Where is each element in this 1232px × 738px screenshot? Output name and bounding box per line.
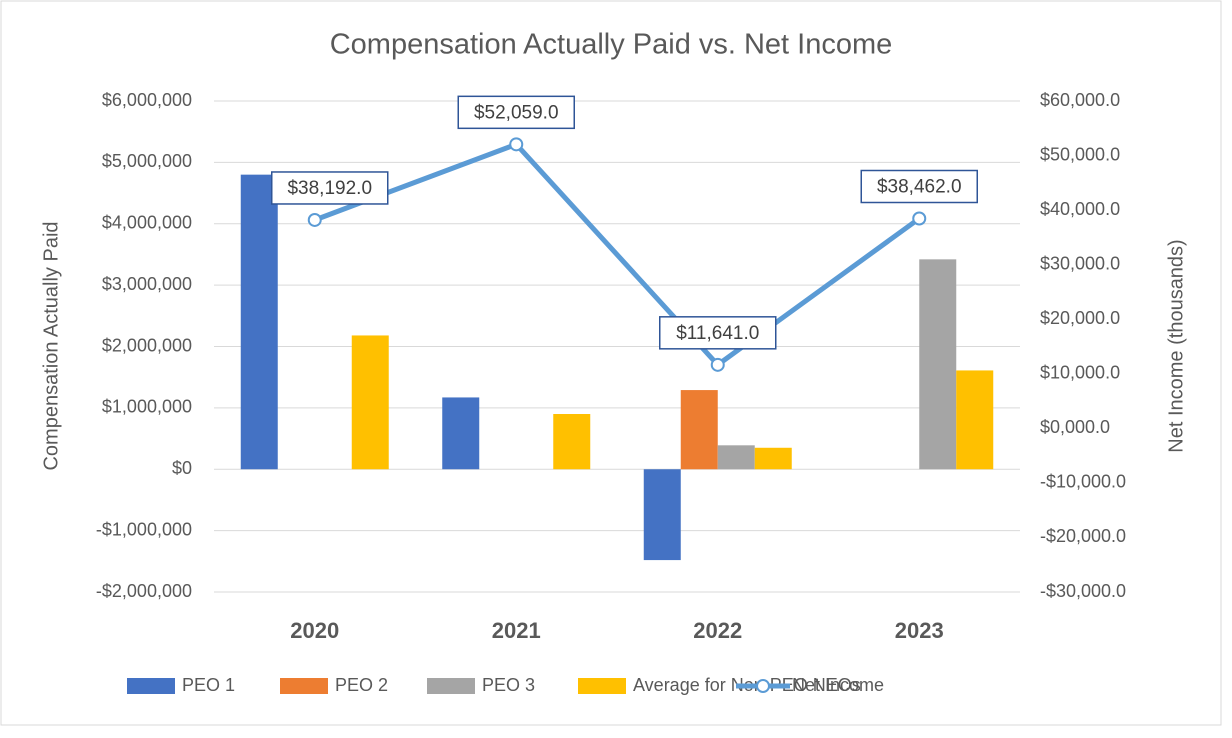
- legend-swatch: [427, 678, 475, 694]
- legend-label: Net Income: [792, 675, 884, 695]
- y-tick-label: $1,000,000: [102, 397, 192, 417]
- y2-tick-label: -$30,000.0: [1040, 581, 1126, 601]
- y2-tick-label: $40,000.0: [1040, 199, 1120, 219]
- legend-swatch: [578, 678, 626, 694]
- y-tick-label: -$1,000,000: [96, 519, 192, 539]
- x-tick-label: 2022: [693, 618, 742, 643]
- legend-label: PEO 2: [335, 675, 388, 695]
- y-tick-label: $0: [172, 458, 192, 478]
- y-tick-label: $5,000,000: [102, 151, 192, 171]
- y2-tick-label: $0,000.0: [1040, 417, 1110, 437]
- bar: [351, 335, 389, 470]
- bar: [919, 259, 957, 470]
- y-axis-title: Compensation Actually Paid: [40, 221, 62, 470]
- legend-marker: [756, 679, 770, 693]
- data-label: $38,462.0: [877, 177, 962, 198]
- legend-swatch: [127, 678, 175, 694]
- bar: [754, 447, 792, 470]
- data-label: $11,641.0: [676, 323, 759, 344]
- data-label-box: [271, 171, 389, 205]
- line-marker: [509, 137, 524, 152]
- legend-swatch: [280, 678, 328, 694]
- bar: [442, 397, 480, 470]
- bar: [717, 445, 755, 470]
- line-marker: [307, 212, 322, 227]
- y2-axis-title: Net Income (thousands): [1165, 239, 1187, 452]
- y-tick-label: $6,000,000: [102, 90, 192, 110]
- bar: [553, 414, 591, 470]
- data-label: $52,059.0: [474, 102, 559, 123]
- y2-tick-label: $60,000.0: [1040, 90, 1120, 110]
- y2-tick-label: $10,000.0: [1040, 363, 1120, 383]
- data-label: $38,192.0: [287, 178, 372, 199]
- data-label-box: [659, 316, 777, 350]
- y-tick-label: $2,000,000: [102, 335, 192, 355]
- line-marker: [912, 211, 927, 226]
- x-tick-label: 2021: [492, 618, 541, 643]
- bar: [643, 469, 681, 561]
- y-tick-label: $3,000,000: [102, 274, 192, 294]
- line: [313, 141, 921, 368]
- y-tick-label: $4,000,000: [102, 213, 192, 233]
- bar: [680, 390, 718, 470]
- line-marker: [710, 357, 725, 372]
- legend-label: PEO 3: [482, 675, 535, 695]
- chart-border: [0, 0, 1222, 726]
- y2-tick-label: $30,000.0: [1040, 253, 1120, 273]
- bar: [956, 370, 994, 470]
- data-label-box: [860, 169, 978, 204]
- legend-label: PEO 1: [182, 675, 235, 695]
- y2-tick-label: -$20,000.0: [1040, 526, 1126, 546]
- y-tick-label: -$2,000,000: [96, 581, 192, 601]
- y2-tick-label: $50,000.0: [1040, 144, 1120, 164]
- x-tick-label: 2023: [895, 618, 944, 643]
- y2-tick-label: -$10,000.0: [1040, 472, 1126, 492]
- y2-tick-label: $20,000.0: [1040, 308, 1120, 328]
- x-tick-label: 2020: [290, 618, 339, 643]
- chart-title: Compensation Actually Paid vs. Net Incom…: [330, 29, 893, 61]
- bar: [240, 174, 278, 470]
- data-label-box: [457, 95, 575, 130]
